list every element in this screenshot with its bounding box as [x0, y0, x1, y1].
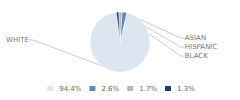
svg-text:2.6%: 2.6% — [101, 85, 119, 93]
svg-text:HISPANIC: HISPANIC — [185, 43, 218, 51]
svg-text:1.7%: 1.7% — [139, 85, 157, 93]
svg-text:1.3%: 1.3% — [177, 85, 195, 93]
svg-text:BLACK: BLACK — [185, 52, 208, 60]
svg-text:WHITE: WHITE — [6, 36, 29, 44]
svg-text:ASIAN: ASIAN — [185, 34, 206, 42]
svg-text:94.4%: 94.4% — [59, 85, 82, 93]
